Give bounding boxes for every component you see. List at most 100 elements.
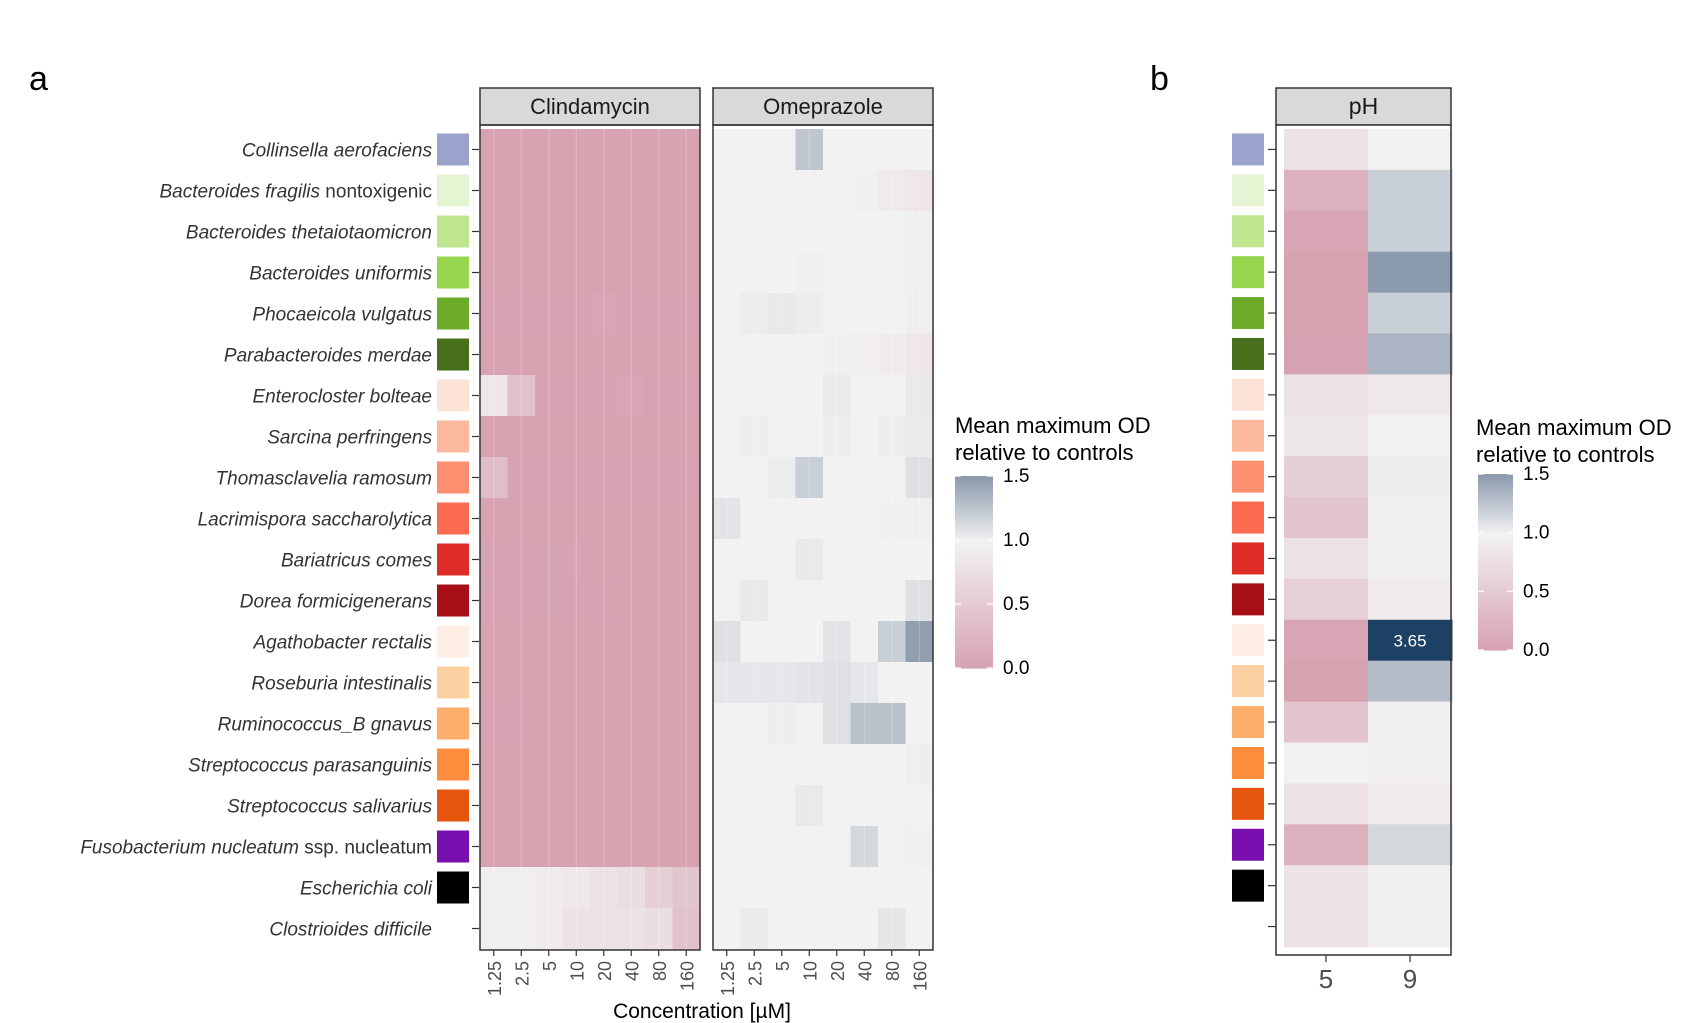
legend-gradient-step xyxy=(1478,491,1513,496)
legend-gradient-step xyxy=(955,511,993,515)
species-color-swatch xyxy=(1232,501,1264,534)
legend-gradient-step xyxy=(955,565,993,570)
heatmap-cell xyxy=(850,416,879,458)
heatmap-cell xyxy=(768,539,796,581)
species-color-swatch xyxy=(437,543,469,576)
heatmap-cell xyxy=(672,744,701,786)
heatmap-cell xyxy=(672,375,701,417)
species-color-swatch xyxy=(437,707,469,740)
heatmap-cell xyxy=(795,252,824,294)
heatmap-cell xyxy=(905,826,934,868)
species-color-swatch xyxy=(437,789,469,822)
species-name: Bacteroides thetaiotaomicron xyxy=(186,223,432,244)
heatmap-cell xyxy=(1368,129,1453,171)
legend-title-line1: Mean maximum OD xyxy=(955,413,1151,438)
heatmap-cell xyxy=(645,498,673,540)
legend-gradient-step xyxy=(1478,523,1513,528)
heatmap-cell xyxy=(672,580,701,622)
heatmap-cell xyxy=(672,293,701,335)
heatmap-cell xyxy=(878,498,906,540)
heatmap-cell xyxy=(507,580,536,622)
heatmap-cell xyxy=(823,785,851,827)
heatmap-cell xyxy=(535,662,563,704)
heatmap-cell xyxy=(850,580,879,622)
heatmap-cell xyxy=(878,129,906,171)
heatmap-cell xyxy=(645,867,673,909)
species-color-swatch xyxy=(1232,706,1264,739)
heatmap-cell xyxy=(1284,824,1369,866)
legend-gradient-step xyxy=(955,648,993,653)
heatmap-cell xyxy=(535,580,563,622)
species-color-swatch xyxy=(1232,542,1264,575)
legend-gradient-step xyxy=(955,549,993,554)
heatmap-cell xyxy=(645,744,673,786)
heatmap-cell xyxy=(1284,292,1369,334)
heatmap-cell xyxy=(590,457,618,499)
heatmap-cell xyxy=(1368,538,1453,580)
heatmap-cell xyxy=(535,457,563,499)
panel-a-letter: a xyxy=(29,60,48,98)
legend-gradient-step xyxy=(1478,573,1513,578)
legend-gradient-step xyxy=(955,492,993,496)
heatmap-cell xyxy=(535,170,563,212)
heatmap-cell xyxy=(1284,415,1369,457)
heatmap-cell xyxy=(480,375,508,417)
species-color-swatch xyxy=(437,461,469,494)
heatmap-cell xyxy=(740,416,769,458)
heatmap-cell xyxy=(590,744,618,786)
heatmap-cell xyxy=(905,375,934,417)
heatmap-cell xyxy=(507,498,536,540)
heatmap-cell xyxy=(1284,865,1369,907)
legend-gradient-step xyxy=(1478,474,1513,478)
species-color-swatch xyxy=(1232,174,1264,207)
legend-gradient-step xyxy=(955,642,993,647)
legend-gradient-step xyxy=(1478,541,1513,545)
heatmap-cell xyxy=(617,539,646,581)
heatmap-cell xyxy=(480,662,508,704)
heatmap-cell xyxy=(535,703,563,745)
heatmap-cell xyxy=(850,211,879,253)
heatmap-cell xyxy=(795,703,824,745)
heatmap-cell xyxy=(590,785,618,827)
legend-tick-label: 0.5 xyxy=(1003,594,1029,615)
heatmap-cell xyxy=(480,621,508,663)
legend-gradient-step xyxy=(1478,544,1513,548)
heatmap-cell xyxy=(740,457,769,499)
heatmap-cell xyxy=(672,539,701,581)
legend-gradient-step xyxy=(1478,614,1513,619)
heatmap-cell xyxy=(740,334,769,376)
legend-gradient-step xyxy=(955,600,993,605)
heatmap-cell xyxy=(823,416,851,458)
heatmap-cell xyxy=(1284,619,1369,662)
legend-gradient-step xyxy=(1478,588,1513,592)
heatmap-cell xyxy=(768,662,796,704)
legend-gradient-step xyxy=(955,584,993,589)
heatmap-cell xyxy=(562,293,591,335)
legend-gradient-step xyxy=(955,498,993,503)
species-name: Roseburia intestinalis xyxy=(251,674,432,695)
heatmap-cell xyxy=(507,211,536,253)
species-color-swatch xyxy=(1232,215,1264,248)
legend-gradient-step xyxy=(1478,594,1513,598)
heatmap-cell xyxy=(713,498,741,540)
legend-gradient-step xyxy=(1478,564,1513,569)
legend-gradient-step xyxy=(955,533,993,538)
x-tick-label: 9 xyxy=(1403,964,1417,994)
heatmap-cell xyxy=(535,908,563,950)
heatmap-cell xyxy=(905,662,934,704)
heatmap-cell xyxy=(645,334,673,376)
legend-title-line2: relative to controls xyxy=(1476,442,1655,467)
legend-gradient-step xyxy=(955,482,993,487)
heatmap-cell xyxy=(1284,578,1369,621)
heatmap-cell xyxy=(878,744,906,786)
legend-gradient-step xyxy=(955,479,993,483)
legend-gradient-step xyxy=(1478,606,1513,610)
legend-gradient-step xyxy=(1478,538,1513,543)
facet-clindamycin: Clindamycin 1.25 2.5 5 10 20 40 80 160 xyxy=(479,87,701,996)
heatmap-cell xyxy=(507,826,536,868)
species-name: Collinsella aerofaciens xyxy=(242,141,433,162)
heatmap-cell xyxy=(1284,129,1369,171)
x-tick-label: 160 xyxy=(910,961,930,991)
legend-gradient-step xyxy=(1478,608,1513,613)
heatmap-cell xyxy=(617,457,646,499)
